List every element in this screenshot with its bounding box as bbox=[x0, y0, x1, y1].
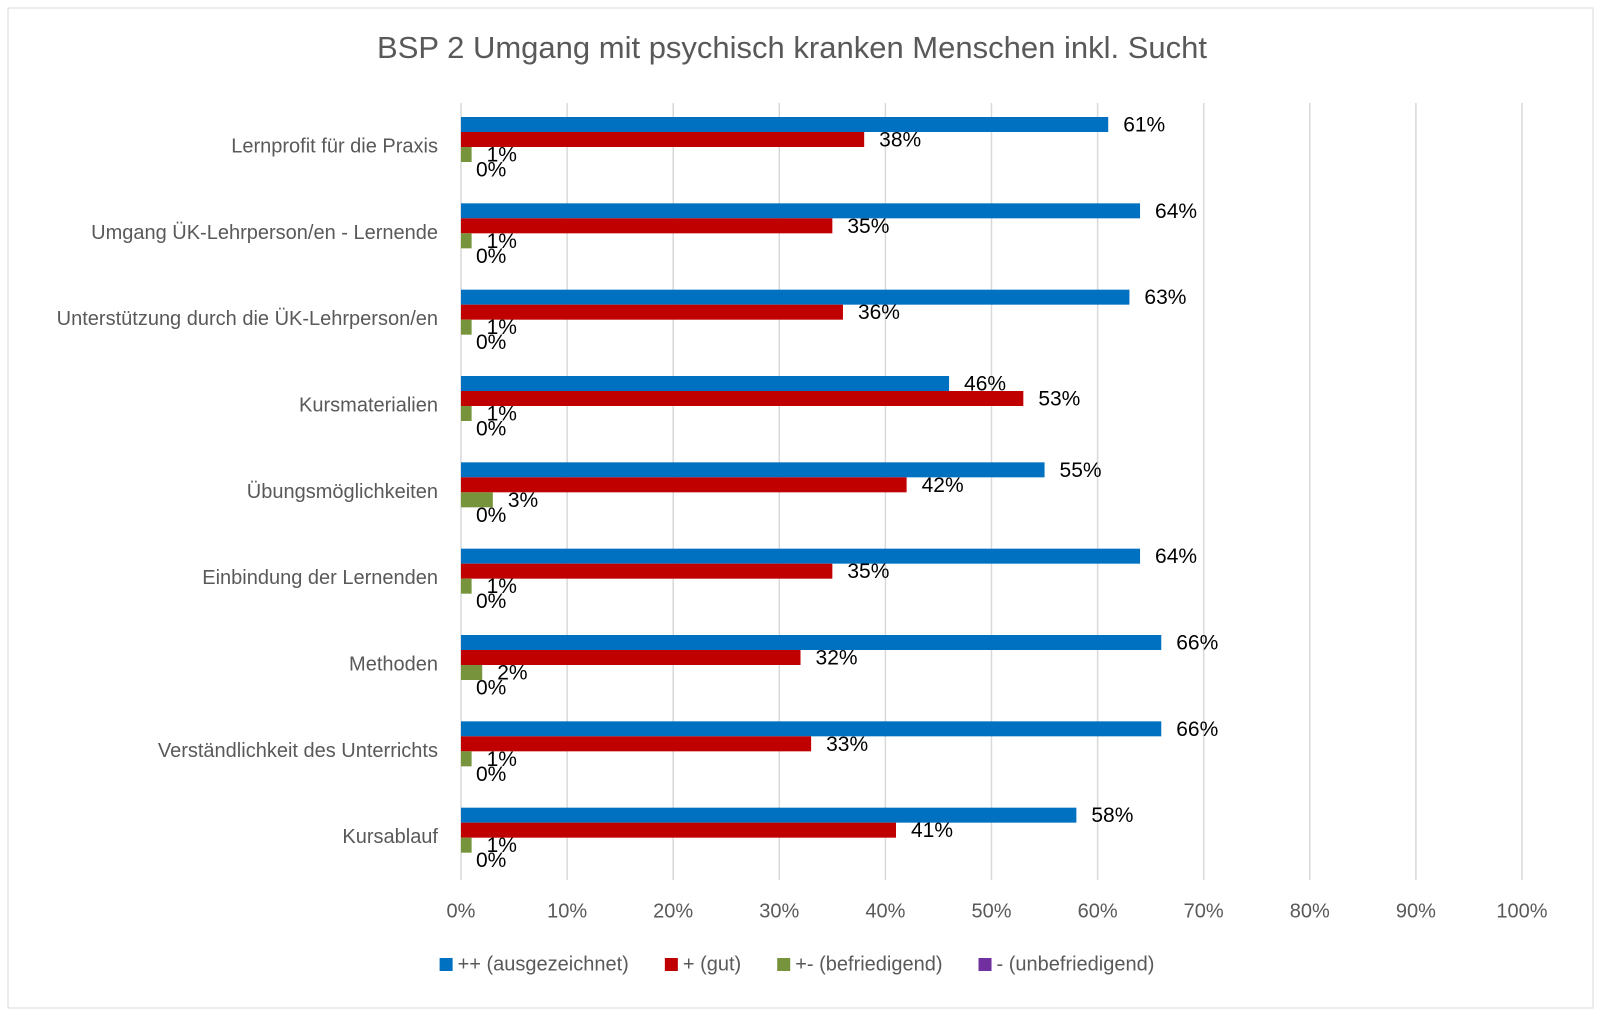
bar bbox=[461, 117, 1109, 132]
bar bbox=[461, 218, 833, 234]
bar bbox=[461, 548, 1141, 564]
data-label: 42% bbox=[922, 474, 964, 497]
bar bbox=[461, 462, 1045, 478]
data-label: 35% bbox=[847, 560, 889, 583]
data-label: 66% bbox=[1176, 718, 1218, 741]
data-label: 0% bbox=[476, 849, 506, 872]
data-label: 0% bbox=[476, 418, 506, 441]
x-tick-label: 30% bbox=[759, 900, 799, 922]
data-label: 1% bbox=[487, 834, 517, 857]
data-label: 55% bbox=[1060, 459, 1102, 482]
x-tick-label: 20% bbox=[653, 900, 693, 922]
bar bbox=[461, 304, 843, 320]
data-label: 38% bbox=[879, 129, 921, 152]
data-label: 41% bbox=[911, 819, 953, 842]
bar bbox=[461, 477, 907, 493]
bar bbox=[461, 650, 801, 665]
bar bbox=[461, 807, 1077, 823]
x-tick-label: 50% bbox=[971, 900, 1011, 922]
data-label: 64% bbox=[1155, 545, 1197, 568]
x-tick-label: 40% bbox=[865, 900, 905, 922]
bar bbox=[461, 563, 833, 579]
bar bbox=[461, 391, 1024, 406]
bar bbox=[461, 822, 897, 838]
x-tick-label: 80% bbox=[1290, 900, 1330, 922]
bar bbox=[461, 751, 472, 767]
bar bbox=[461, 665, 483, 680]
data-label: 0% bbox=[476, 159, 506, 182]
data-label: 1% bbox=[487, 316, 517, 339]
data-label: 36% bbox=[858, 301, 900, 324]
data-label: 61% bbox=[1123, 114, 1165, 137]
legend-swatch bbox=[439, 958, 453, 971]
legend-label: + (gut) bbox=[683, 953, 741, 975]
y-tick-label: Methoden bbox=[349, 653, 438, 675]
bar bbox=[461, 736, 812, 752]
data-label: 53% bbox=[1038, 388, 1080, 411]
data-label: 32% bbox=[816, 647, 858, 670]
bar bbox=[461, 376, 950, 391]
bar bbox=[461, 147, 472, 162]
y-tick-label: Lernprofit für die Praxis bbox=[231, 135, 438, 157]
data-label: 0% bbox=[476, 245, 506, 268]
legend-swatch bbox=[777, 958, 791, 971]
x-tick-label: 60% bbox=[1078, 900, 1118, 922]
legend-label: - (unbefriedigend) bbox=[997, 953, 1155, 975]
y-tick-label: Kursablauf bbox=[342, 826, 438, 848]
bar bbox=[461, 492, 493, 508]
data-label: 1% bbox=[487, 748, 517, 771]
data-label: 66% bbox=[1176, 632, 1218, 655]
data-label: 0% bbox=[476, 763, 506, 786]
y-tick-label: Umgang ÜK-Lehrperson/en - Lernende bbox=[91, 222, 438, 244]
x-tick-label: 90% bbox=[1396, 900, 1436, 922]
legend-swatch bbox=[978, 958, 992, 971]
data-label: 1% bbox=[487, 144, 517, 167]
data-label: 58% bbox=[1091, 804, 1133, 827]
y-tick-label: Kursmaterialien bbox=[299, 394, 438, 416]
data-label: 0% bbox=[476, 331, 506, 354]
chart-border bbox=[7, 7, 1594, 1009]
bar bbox=[461, 721, 1162, 737]
data-label: 0% bbox=[476, 677, 506, 700]
bar bbox=[461, 132, 865, 147]
chart-title: BSP 2 Umgang mit psychisch kranken Mensc… bbox=[377, 30, 1207, 65]
data-label: 1% bbox=[487, 575, 517, 598]
data-label: 64% bbox=[1155, 200, 1197, 223]
legend-label: ++ (ausgezeichnet) bbox=[458, 953, 629, 975]
x-tick-label: 0% bbox=[447, 900, 476, 922]
y-tick-label: Einbindung der Lernenden bbox=[202, 567, 438, 589]
bar bbox=[461, 319, 472, 335]
data-label: 35% bbox=[847, 215, 889, 238]
y-tick-label: Unterstützung durch die ÜK-Lehrperson/en bbox=[57, 308, 438, 330]
x-tick-label: 100% bbox=[1496, 900, 1547, 922]
x-tick-label: 10% bbox=[547, 900, 587, 922]
y-tick-label: Übungsmöglichkeiten bbox=[247, 481, 438, 503]
legend-swatch bbox=[664, 958, 678, 971]
legend: ++ (ausgezeichnet) + (gut) +- (befriedigen… bbox=[439, 953, 1155, 975]
bar bbox=[461, 635, 1162, 650]
data-label: 1% bbox=[487, 403, 517, 426]
data-label: 2% bbox=[497, 662, 527, 685]
data-label: 1% bbox=[487, 230, 517, 253]
bar bbox=[461, 837, 472, 853]
bar bbox=[461, 203, 1141, 219]
y-tick-label: Verständlichkeit des Unterrichts bbox=[158, 740, 438, 762]
x-tick-label: 70% bbox=[1184, 900, 1224, 922]
data-label: 0% bbox=[476, 504, 506, 527]
bar bbox=[461, 406, 472, 421]
bar bbox=[461, 233, 472, 249]
data-label: 0% bbox=[476, 590, 506, 613]
bar bbox=[461, 289, 1130, 305]
data-label: 3% bbox=[508, 489, 538, 512]
data-label: 46% bbox=[964, 373, 1006, 396]
bar bbox=[461, 578, 472, 594]
data-label: 63% bbox=[1144, 286, 1186, 309]
legend-label: +- (befriedigend) bbox=[795, 953, 942, 975]
data-label: 33% bbox=[826, 733, 868, 756]
